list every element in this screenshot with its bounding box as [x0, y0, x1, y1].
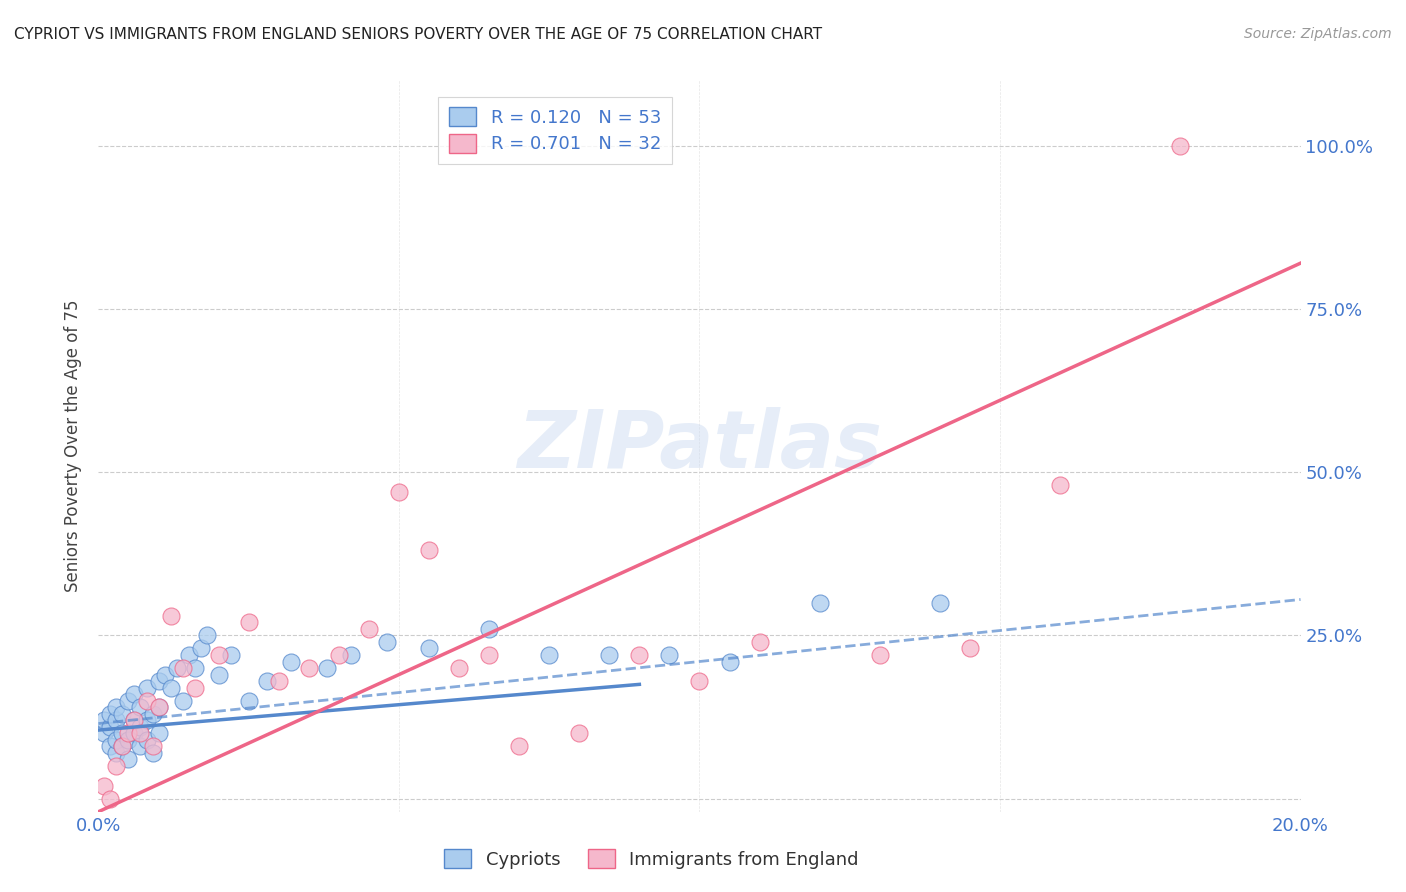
Point [105, 759, 128, 773]
Point [159, 681, 181, 695]
Point [172, 661, 194, 675]
Point [568, 726, 591, 740]
Point [117, 752, 139, 766]
Point [689, 674, 711, 689]
Point [159, 608, 181, 623]
Point [148, 674, 170, 689]
Point [478, 622, 501, 636]
Point [129, 726, 152, 740]
Point [129, 739, 152, 754]
Point [105, 700, 128, 714]
Point [93, 714, 115, 728]
Point [111, 706, 134, 721]
Point [315, 661, 337, 675]
Point [117, 694, 139, 708]
Point [148, 700, 170, 714]
Point [105, 746, 128, 760]
Point [869, 648, 891, 662]
Point [129, 700, 152, 714]
Point [124, 687, 146, 701]
Point [141, 739, 163, 754]
Point [148, 726, 170, 740]
Point [100, 720, 122, 734]
Point [478, 648, 501, 662]
Point [135, 681, 157, 695]
Point [124, 714, 146, 728]
Point [111, 739, 134, 754]
Point [100, 706, 122, 721]
Point [93, 779, 115, 793]
Point [141, 706, 163, 721]
Point [418, 641, 440, 656]
Point [375, 635, 398, 649]
Point [117, 732, 139, 747]
Text: ZIPatlas: ZIPatlas [517, 407, 882, 485]
Point [598, 648, 620, 662]
Point [135, 694, 157, 708]
Point [1170, 138, 1192, 153]
Point [105, 732, 128, 747]
Legend: Cypriots, Immigrants from England: Cypriots, Immigrants from England [437, 842, 866, 876]
Point [177, 648, 200, 662]
Point [172, 694, 194, 708]
Point [124, 726, 146, 740]
Point [208, 648, 231, 662]
Point [340, 648, 363, 662]
Text: Source: ZipAtlas.com: Source: ZipAtlas.com [1244, 27, 1392, 41]
Point [111, 726, 134, 740]
Point [628, 648, 651, 662]
Point [100, 791, 122, 805]
Point [357, 622, 380, 636]
Point [105, 714, 128, 728]
Point [929, 596, 952, 610]
Point [141, 746, 163, 760]
Point [208, 667, 231, 681]
Point [718, 655, 741, 669]
Point [129, 720, 152, 734]
Point [135, 714, 157, 728]
Point [183, 681, 205, 695]
Point [238, 694, 260, 708]
Point [388, 484, 411, 499]
Point [219, 648, 242, 662]
Point [153, 667, 176, 681]
Point [166, 661, 188, 675]
Point [93, 726, 115, 740]
Point [447, 661, 470, 675]
Text: CYPRIOT VS IMMIGRANTS FROM ENGLAND SENIORS POVERTY OVER THE AGE OF 75 CORRELATIO: CYPRIOT VS IMMIGRANTS FROM ENGLAND SENIO… [14, 27, 823, 42]
Point [418, 543, 440, 558]
Point [100, 739, 122, 754]
Point [748, 635, 770, 649]
Point [959, 641, 981, 656]
Point [117, 726, 139, 740]
Point [808, 596, 831, 610]
Point [267, 674, 290, 689]
Point [1049, 478, 1071, 492]
Point [111, 739, 134, 754]
Point [658, 648, 681, 662]
Point [298, 661, 321, 675]
Point [328, 648, 350, 662]
Point [508, 739, 530, 754]
Point [195, 628, 218, 642]
Point [135, 732, 157, 747]
Point [256, 674, 278, 689]
Point [538, 648, 561, 662]
Point [148, 700, 170, 714]
Point [183, 661, 205, 675]
Point [124, 714, 146, 728]
Point [280, 655, 302, 669]
Point [190, 641, 212, 656]
Point [238, 615, 260, 630]
Y-axis label: Seniors Poverty Over the Age of 75: Seniors Poverty Over the Age of 75 [65, 300, 83, 592]
